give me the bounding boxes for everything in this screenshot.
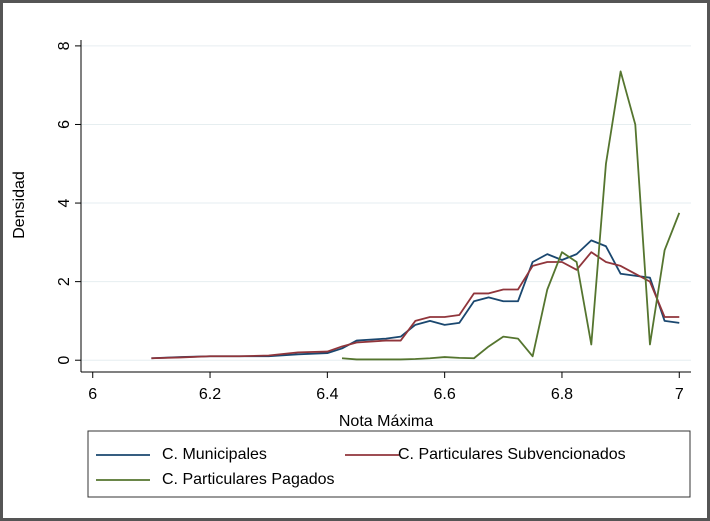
line-series (151, 239, 680, 360)
y-tick-label: 8 (56, 41, 73, 50)
x-tick-label: 6.6 (434, 386, 456, 403)
y-tick-label: 0 (56, 356, 73, 365)
y-tick-label: 2 (56, 277, 73, 286)
legend-label: C. Municipales (162, 446, 267, 463)
x-tick-label: 6.2 (199, 386, 221, 403)
x-tick-label: 6 (88, 386, 97, 403)
x-axis-label: Nota Máxima (339, 413, 433, 430)
legend-label: C. Particulares Subvencionados (398, 446, 626, 463)
y-tick-label: 4 (56, 199, 73, 208)
legend (87, 430, 691, 498)
line-series (341, 70, 681, 361)
x-tick-label: 6.8 (551, 386, 573, 403)
x-tick-label: 6.4 (316, 386, 338, 403)
y-axis-label: Densidad (11, 171, 28, 239)
x-tick-label: 7 (675, 386, 684, 403)
y-tick-label: 6 (56, 120, 73, 129)
legend-label: C. Particulares Pagados (162, 471, 335, 488)
line-series (151, 251, 680, 360)
